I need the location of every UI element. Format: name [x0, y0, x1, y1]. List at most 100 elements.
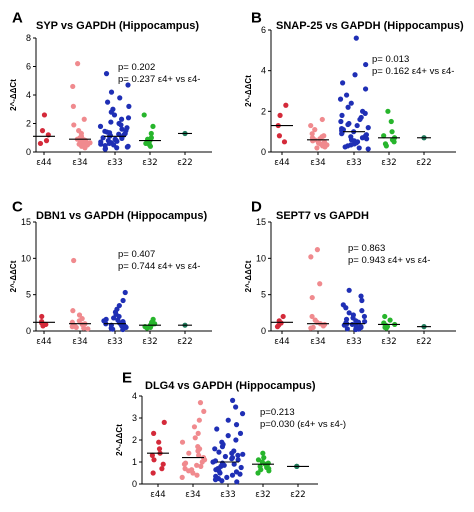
- y-axis-label: 2^-ΔΔCt: [244, 260, 253, 292]
- y-tick-label: 5: [26, 290, 31, 300]
- data-point: [119, 135, 125, 142]
- data-point: [391, 139, 397, 145]
- x-tick-label: ε33: [220, 490, 235, 500]
- data-point: [141, 112, 147, 118]
- data-point: [266, 468, 272, 474]
- data-point: [108, 89, 115, 95]
- data-point: [39, 128, 46, 134]
- data-point: [233, 422, 240, 428]
- panel-title: SYP vs GAPDH (Hippocampus): [36, 20, 199, 32]
- data-point: [224, 474, 230, 480]
- y-tick-label: 0: [132, 479, 137, 489]
- data-point: [229, 450, 235, 456]
- data-point: [210, 459, 216, 465]
- data-point: [118, 116, 125, 122]
- data-point: [255, 470, 261, 476]
- data-point: [365, 146, 371, 152]
- data-point: [212, 446, 218, 452]
- data-point: [343, 92, 350, 98]
- data-point: [317, 281, 323, 287]
- data-point: [120, 297, 126, 304]
- x-tick-label: ε32: [381, 158, 396, 168]
- y-tick-label: 10: [21, 253, 31, 263]
- x-tick-label: ε33: [107, 158, 122, 168]
- x-tick-label: ε22: [177, 158, 192, 168]
- data-point: [233, 404, 239, 410]
- data-point: [362, 318, 368, 325]
- data-point: [150, 123, 156, 129]
- x-tick-label: ε34: [310, 158, 325, 168]
- x-tick-label: ε22: [416, 337, 431, 347]
- data-point: [383, 325, 390, 331]
- y-tick-label: 2: [26, 119, 31, 129]
- data-point: [387, 317, 393, 323]
- y-tick-label: 10: [256, 253, 266, 263]
- data-point: [194, 472, 200, 478]
- x-tick-label: ε32: [142, 337, 157, 347]
- data-point: [160, 461, 166, 467]
- x-tick-label: ε44: [36, 337, 51, 347]
- data-point: [352, 72, 358, 78]
- data-point: [102, 146, 108, 152]
- data-point: [201, 408, 207, 414]
- y-tick-label: 6: [26, 62, 31, 72]
- x-tick-label: ε44: [274, 158, 289, 168]
- data-point: [39, 313, 45, 320]
- y-axis-label: 2^-ΔΔCt: [244, 75, 253, 107]
- data-point: [147, 143, 154, 149]
- data-point: [235, 457, 241, 463]
- data-point: [322, 144, 328, 150]
- x-tick-label: ε22: [416, 158, 431, 168]
- data-point: [337, 96, 344, 102]
- data-point: [238, 464, 244, 471]
- data-point: [345, 104, 351, 110]
- y-tick-label: 5: [261, 290, 266, 300]
- data-point: [237, 430, 244, 436]
- data-point: [150, 470, 156, 476]
- data-point: [219, 444, 226, 450]
- data-point: [222, 453, 229, 460]
- data-point: [185, 468, 192, 474]
- data-point: [338, 118, 344, 125]
- data-point: [358, 293, 364, 299]
- panel-label: C: [12, 198, 23, 215]
- data-point: [97, 123, 104, 129]
- data-point: [343, 305, 349, 311]
- data-point: [70, 308, 76, 314]
- data-point: [179, 474, 185, 480]
- data-point: [216, 449, 222, 455]
- data-point: [71, 257, 77, 264]
- data-point: [339, 131, 345, 137]
- data-point: [156, 446, 163, 452]
- data-point: [359, 135, 366, 141]
- data-point: [194, 462, 200, 468]
- data-point: [353, 35, 359, 41]
- data-point: [344, 326, 350, 332]
- y-tick-label: 0: [261, 326, 266, 336]
- data-point: [345, 121, 351, 128]
- data-point: [277, 112, 283, 118]
- data-point: [106, 140, 113, 147]
- y-axis-label: 2^-ΔΔCt: [115, 424, 124, 456]
- data-point: [237, 471, 243, 477]
- data-point: [346, 310, 352, 316]
- data-point: [362, 110, 368, 116]
- data-point: [229, 472, 236, 478]
- data-point: [192, 435, 198, 441]
- data-point: [234, 479, 240, 485]
- y-tick-label: 4: [261, 66, 266, 76]
- y-tick-label: 6: [261, 25, 266, 35]
- data-point: [111, 112, 118, 118]
- data-point: [314, 145, 320, 151]
- data-point: [310, 138, 316, 144]
- data-point: [309, 313, 315, 320]
- data-point: [383, 143, 389, 149]
- data-point: [122, 289, 128, 296]
- y-tick-label: 15: [21, 217, 31, 227]
- data-point: [151, 430, 157, 436]
- data-point: [225, 417, 231, 423]
- data-point: [125, 115, 132, 121]
- data-point: [120, 326, 126, 333]
- data-point: [159, 466, 165, 472]
- y-tick-label: 2: [261, 106, 266, 116]
